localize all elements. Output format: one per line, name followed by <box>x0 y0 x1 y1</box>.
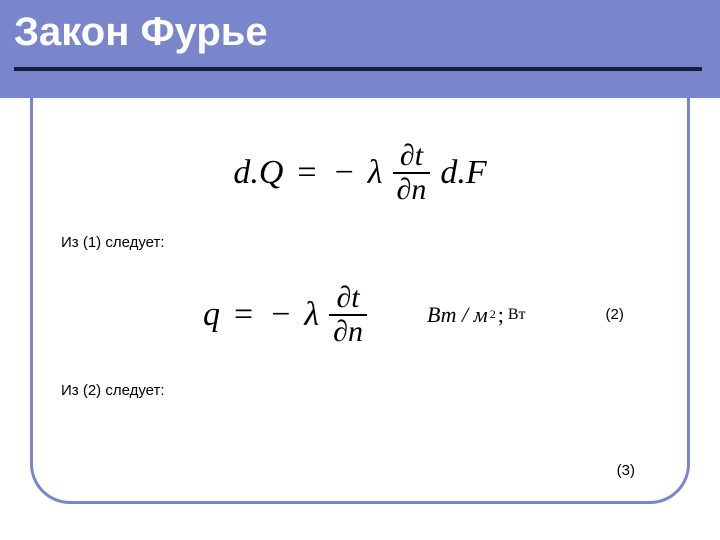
eq1-tail: d.F <box>440 154 486 192</box>
eq2-frac-den: ∂n <box>329 316 367 348</box>
units-sep: ; <box>498 302 504 328</box>
eq1-lambda: λ <box>368 154 383 192</box>
note-2: Из (2) следует: <box>61 382 165 399</box>
eq2-frac-num: ∂t <box>332 282 363 314</box>
equation-2: q = − λ ∂t ∂n <box>203 282 367 347</box>
eq1-frac-den: ∂n <box>393 174 431 206</box>
eqnum-3: (3) <box>617 462 635 479</box>
header-band: Закон Фурье <box>0 0 720 98</box>
title-underline <box>14 67 702 71</box>
eq1-minus: − <box>331 154 358 192</box>
eqnum-2: (2) <box>605 306 623 323</box>
eq1-lhs: d.Q <box>233 154 283 192</box>
eq2-minus: − <box>267 296 294 334</box>
units-sup: 2 <box>490 307 496 322</box>
units-wperm: Вт / м <box>427 302 488 328</box>
equation-2-row: q = − λ ∂t ∂n Вт / м2;Вт (2) <box>33 282 687 347</box>
eq2-lambda: λ <box>304 296 319 334</box>
slide: Закон Фурье d.Q = − λ ∂t ∂n d.F Из (1) с… <box>0 0 720 540</box>
equation-1-row: d.Q = − λ ∂t ∂n d.F <box>33 140 687 205</box>
eq2-units: Вт / м2;Вт <box>427 302 526 328</box>
eq1-frac-num: ∂t <box>396 140 427 172</box>
eq2-equals: = <box>230 296 257 334</box>
eq1-equals: = <box>293 154 320 192</box>
units-vt: Вт <box>508 306 526 324</box>
eq1-fraction: ∂t ∂n <box>393 140 431 205</box>
note-1: Из (1) следует: <box>61 234 165 251</box>
content-frame: d.Q = − λ ∂t ∂n d.F Из (1) следует: q = … <box>30 98 690 504</box>
slide-title: Закон Фурье <box>14 10 268 55</box>
eq2-fraction: ∂t ∂n <box>329 282 367 347</box>
eq2-lhs: q <box>203 296 220 334</box>
equation-1: d.Q = − λ ∂t ∂n d.F <box>233 140 486 205</box>
